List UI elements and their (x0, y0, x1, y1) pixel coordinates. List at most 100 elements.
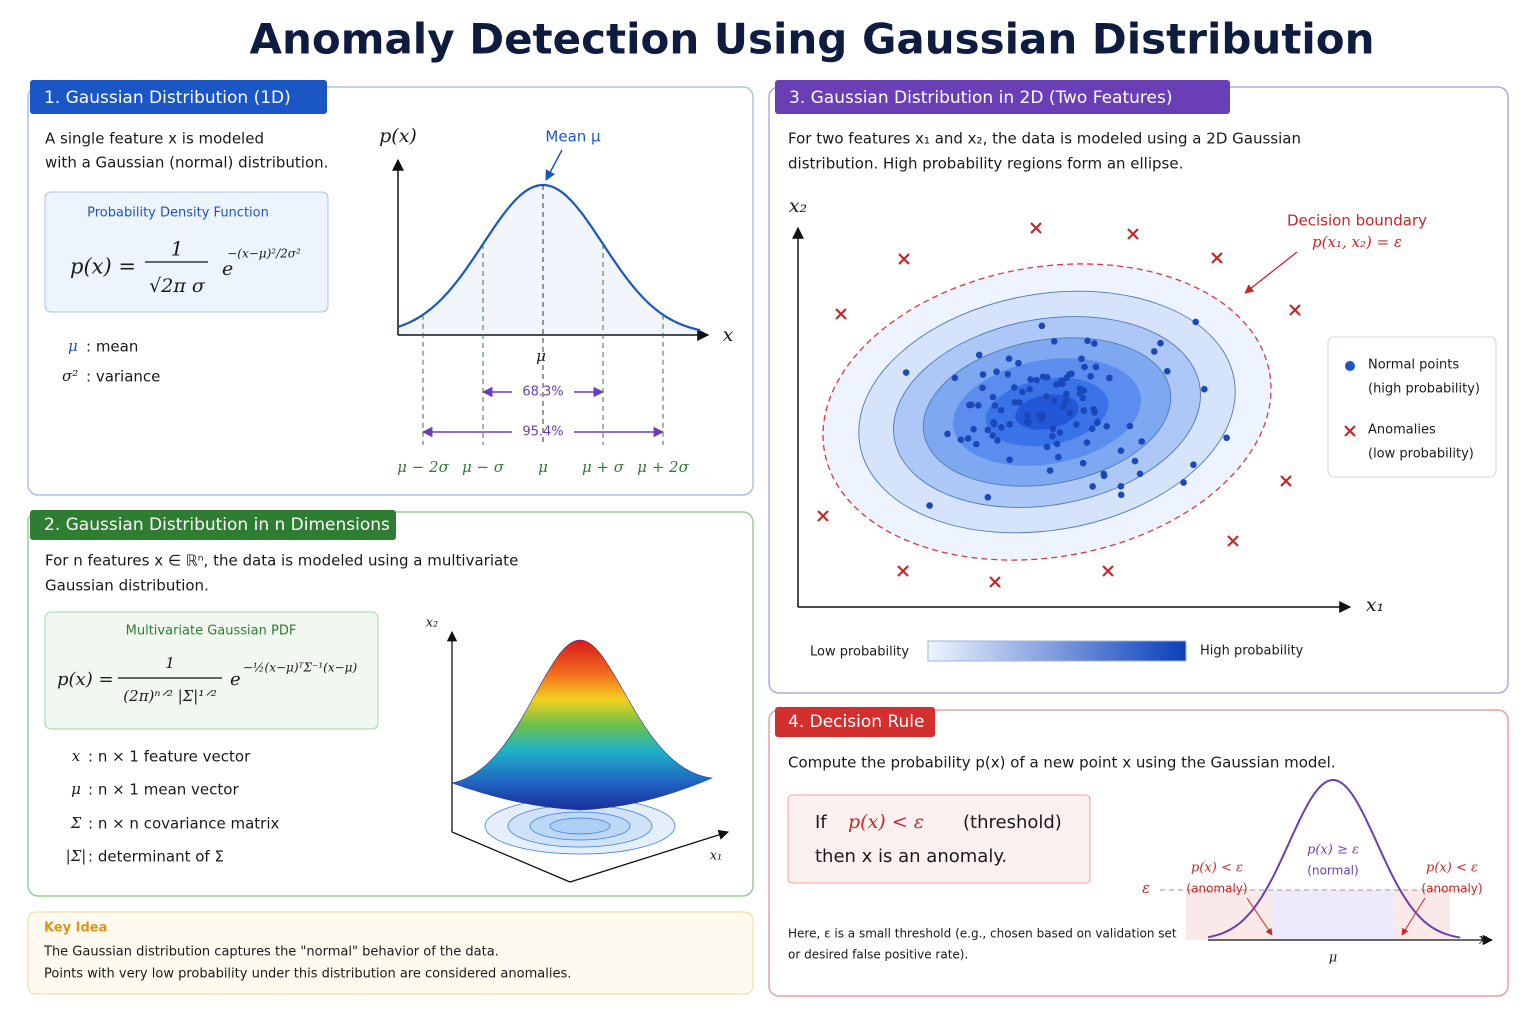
text: p(x) < ε (1426, 861, 1478, 876)
text: with a Gaussian (normal) distribution. (45, 154, 328, 172)
point (1131, 457, 1139, 465)
point (975, 402, 982, 409)
point (990, 420, 998, 428)
anomaly-region (1186, 890, 1272, 940)
anomaly-point (1211, 252, 1223, 264)
point (973, 440, 980, 448)
legend-label: Normal points (1368, 358, 1459, 373)
point (1016, 399, 1023, 406)
text: : n × 1 mean vector (88, 781, 239, 799)
text: Compute the probability p(x) of a new po… (788, 754, 1336, 772)
point (1062, 390, 1070, 398)
colorbar (927, 640, 1187, 662)
text: (anomaly) (1421, 882, 1482, 896)
tab-1 (30, 80, 327, 114)
text: : variance (86, 368, 160, 386)
text: Points with very low probability under t… (44, 967, 571, 982)
tick-label: μ − σ (462, 458, 505, 476)
point (1089, 483, 1096, 490)
point (951, 374, 959, 382)
point (1117, 447, 1125, 454)
point (1103, 423, 1110, 430)
text: then x is an anomaly. (815, 846, 1007, 867)
tab-2 (30, 510, 396, 540)
point (1076, 390, 1084, 397)
contours (484, 797, 676, 855)
point (993, 368, 1000, 375)
point (1006, 456, 1013, 464)
anomalies (817, 222, 1301, 588)
point (1038, 322, 1046, 330)
curve-fill (398, 185, 700, 335)
point (1084, 337, 1091, 345)
point (1092, 363, 1100, 371)
formula: 1 (171, 237, 184, 261)
legend-dot (1345, 361, 1355, 371)
point (975, 351, 983, 359)
point (1046, 467, 1054, 474)
text: If (815, 812, 827, 833)
point (1062, 398, 1069, 405)
point (970, 425, 977, 433)
point (1050, 338, 1058, 345)
point (1043, 443, 1051, 451)
text: x₂ (426, 616, 439, 631)
point (968, 401, 975, 409)
point (1190, 461, 1197, 469)
text: Decision boundary (1287, 212, 1427, 230)
point (1150, 348, 1158, 355)
formula: p(x) = (57, 669, 114, 690)
legend-box (1327, 336, 1497, 478)
point (1136, 470, 1144, 478)
anomaly-point (897, 565, 909, 577)
point (1027, 376, 1034, 383)
legend-label: (high probability) (1368, 382, 1480, 397)
text: x₁ (1366, 594, 1384, 616)
point (1106, 374, 1113, 382)
point (1094, 418, 1101, 426)
point (997, 406, 1005, 414)
point (1076, 385, 1084, 393)
text: Here, ε is a small threshold (e.g., chos… (788, 927, 1177, 941)
normal-region (1272, 890, 1394, 940)
point (902, 369, 910, 376)
point (1066, 409, 1074, 417)
point (1058, 377, 1065, 385)
text: : n × n covariance matrix (88, 815, 279, 833)
text: p(x) (379, 125, 417, 147)
formula: (2π)ⁿᐟ² |Σ|¹ᐟ² (123, 687, 216, 705)
key-idea-box (27, 911, 754, 995)
text: (normal) (1307, 864, 1358, 878)
point (979, 384, 986, 392)
point (1026, 385, 1033, 393)
text: A single feature x is modeled (45, 130, 264, 148)
text: 68.3% (522, 385, 563, 400)
point (944, 430, 951, 438)
point (1019, 388, 1026, 396)
point (1117, 482, 1125, 490)
point (1049, 425, 1057, 433)
point (1223, 434, 1230, 442)
formula: √2π σ (149, 275, 206, 297)
point (1100, 472, 1108, 480)
text: |Σ| (66, 847, 87, 865)
section-heading: 1. Gaussian Distribution (1D) (44, 88, 291, 108)
point (1126, 422, 1134, 430)
text: x (72, 747, 81, 765)
point (1004, 371, 1012, 378)
point (1192, 318, 1200, 326)
pointer (1401, 897, 1426, 936)
text: p(x) < ε (1191, 861, 1243, 876)
point (998, 424, 1005, 431)
pdf-box-2 (44, 611, 379, 730)
point (1049, 432, 1056, 440)
text: ε (1142, 879, 1150, 897)
anomaly-point (1127, 228, 1139, 240)
text: p(x₁, x₂) = ε (1312, 233, 1402, 251)
text: p(x) < ε (848, 811, 924, 833)
point (1051, 397, 1058, 405)
point (1091, 408, 1098, 416)
box-title: Multivariate Gaussian PDF (126, 624, 297, 639)
tab-4 (775, 707, 935, 737)
text: High probability (1200, 644, 1304, 659)
